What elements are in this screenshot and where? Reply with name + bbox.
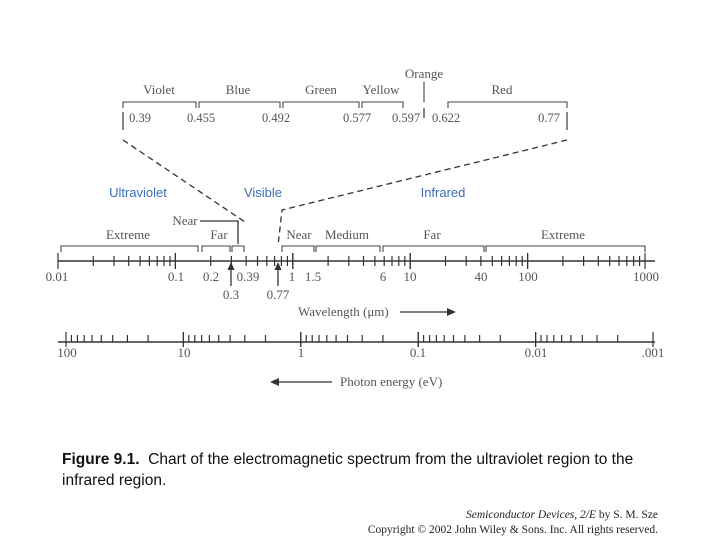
ir-extreme-label: Extreme <box>541 227 585 242</box>
brace-uv-extreme <box>60 245 199 252</box>
color-label-red: Red <box>492 82 513 97</box>
wl-tick-label-0-01: 0.01 <box>46 269 69 284</box>
en-tick-label-0-001: .001 <box>642 345 665 360</box>
copyright-line: Copyright © 2002 John Wiley & Sons. Inc.… <box>367 524 658 536</box>
wl-tick-label-6: 6 <box>380 269 387 284</box>
wl-tick-label-100: 100 <box>518 269 538 284</box>
boundary-0-77: 0.77 <box>538 111 560 125</box>
boundary-0-597: 0.597 <box>392 111 420 125</box>
wl-tick-label-0-39: 0.39 <box>237 269 260 284</box>
brace-yellow <box>361 101 404 108</box>
energy-direction-arrowhead <box>270 378 279 386</box>
energy-axis-ticks <box>65 332 654 347</box>
spectrum-diagram: Violet Blue Green Yellow Orange Red 0.39… <box>46 66 665 389</box>
boundary-0-577: 0.577 <box>343 111 371 125</box>
visible-color-braces <box>122 82 568 108</box>
color-label-green: Green <box>305 82 337 97</box>
brace-uv-near <box>231 245 245 252</box>
arrowhead-0-3 <box>227 262 235 270</box>
wavelength-direction-arrowhead <box>447 308 456 316</box>
brace-blue <box>198 101 281 108</box>
wl-below-label-0-3: 0.3 <box>223 287 239 302</box>
en-tick-label-100: 100 <box>57 345 77 360</box>
wl-tick-label-1: 1 <box>289 269 296 284</box>
color-label-violet: Violet <box>143 82 175 97</box>
uv-extreme-label: Extreme <box>106 227 150 242</box>
en-tick-label-0-1: 0.1 <box>410 345 426 360</box>
wavelength-axis-title: Wavelength (μm) <box>298 304 389 319</box>
brace-green <box>282 101 360 108</box>
brace-red <box>447 101 568 108</box>
wl-tick-label-0-1: 0.1 <box>168 269 184 284</box>
figure-number: Figure 9.1. <box>62 451 140 468</box>
subregion-braces <box>60 245 646 252</box>
uv-far-label: Far <box>210 227 228 242</box>
zoom-line-left <box>122 139 246 223</box>
wl-tick-label-10: 10 <box>404 269 417 284</box>
region-ultraviolet: Ultraviolet <box>109 185 167 200</box>
wl-tick-label-1000: 1000 <box>633 269 659 284</box>
color-label-blue: Blue <box>226 82 251 97</box>
brace-ir-near <box>281 245 315 252</box>
color-label-yellow: Yellow <box>363 82 401 97</box>
ir-near-label: Near <box>286 227 312 242</box>
color-label-orange: Orange <box>405 66 443 81</box>
boundary-0-39: 0.39 <box>129 111 151 125</box>
brace-violet <box>122 101 197 108</box>
wl-tick-label-1-5: 1.5 <box>305 269 321 284</box>
ir-medium-label: Medium <box>325 227 369 242</box>
zoom-line-right <box>277 139 568 247</box>
boundary-separators <box>122 108 568 130</box>
book-credit: Semiconductor Devices, 2/E by S. M. Sze <box>368 508 658 523</box>
energy-axis-title: Photon energy (eV) <box>340 374 442 389</box>
en-tick-label-10: 10 <box>178 345 191 360</box>
uv-near-label: Near <box>172 213 198 228</box>
figure-caption-text: Chart of the electromagnetic spectrum fr… <box>62 451 634 489</box>
boundary-0-492: 0.492 <box>262 111 290 125</box>
credit-block: Semiconductor Devices, 2/E by S. M. Sze … <box>368 508 658 538</box>
book-author: by S. M. Sze <box>596 509 658 521</box>
book-title: Semiconductor Devices, 2/E <box>466 509 597 521</box>
wl-tick-label-40: 40 <box>475 269 488 284</box>
brace-uv-far <box>201 245 231 252</box>
boundary-0-455: 0.455 <box>187 111 215 125</box>
region-infrared: Infrared <box>421 185 466 200</box>
boundary-0-622: 0.622 <box>432 111 460 125</box>
region-visible: Visible <box>244 185 282 200</box>
en-tick-label-1: 1 <box>298 345 305 360</box>
ir-far-label: Far <box>423 227 441 242</box>
wavelength-axis-ticks <box>57 253 646 269</box>
brace-ir-extreme <box>485 245 646 252</box>
uv-near-leader <box>200 220 239 244</box>
en-tick-label-0-01: 0.01 <box>525 345 548 360</box>
brace-ir-medium <box>315 245 381 252</box>
wl-below-label-0-77: 0.77 <box>267 287 290 302</box>
brace-ir-far <box>382 245 485 252</box>
wl-tick-label-0-2: 0.2 <box>203 269 219 284</box>
arrowhead-0-77 <box>274 262 282 270</box>
figure-caption: Figure 9.1. Chart of the electromagnetic… <box>62 449 662 491</box>
